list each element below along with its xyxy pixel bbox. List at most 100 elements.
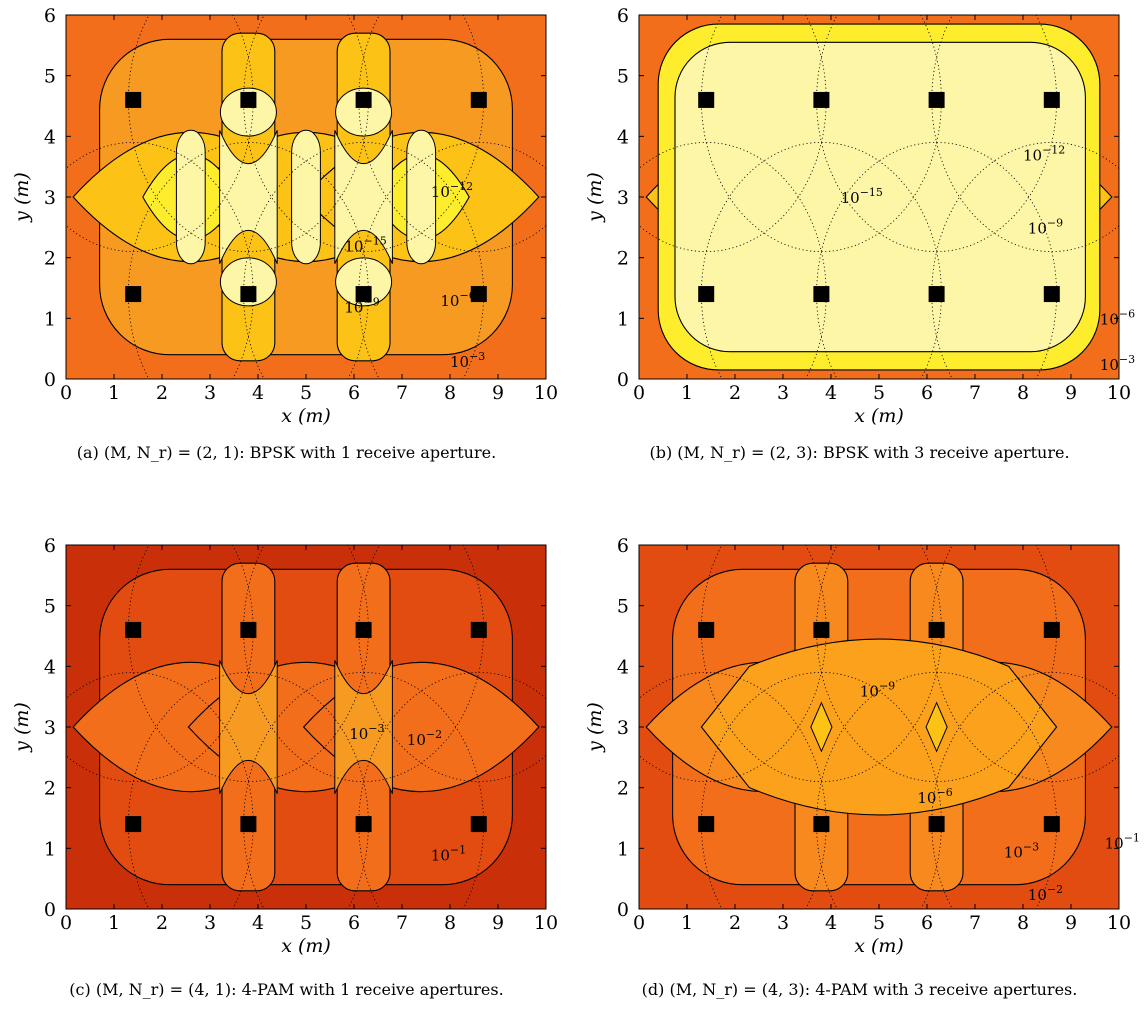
x-tick-label: 7	[969, 912, 981, 934]
contour-label-exponent: −12	[450, 180, 473, 193]
x-tick-label: 6	[921, 382, 933, 404]
y-tick-label: 0	[617, 899, 629, 921]
region-dome	[219, 257, 277, 307]
contour-label-exponent: −2	[426, 728, 442, 741]
x-tick-label: 2	[729, 382, 741, 404]
x-tick-label: 0	[60, 382, 72, 404]
y-tick-label: 6	[44, 5, 56, 27]
contour-label-exponent: −3	[1023, 840, 1039, 853]
x-tick-label: 1	[108, 382, 120, 404]
contour-label: 10−12	[431, 180, 473, 201]
transmitter-marker	[1043, 91, 1060, 108]
x-axis-label: x (m)	[854, 935, 904, 957]
x-tick-label: 9	[492, 382, 504, 404]
contour-label-exponent: −6	[459, 289, 475, 302]
transmitter-marker	[928, 91, 945, 108]
y-tick-label: 2	[617, 248, 629, 270]
region-blob	[291, 129, 321, 265]
transmitter-marker	[470, 621, 487, 638]
contour-label-exponent: −6	[1119, 307, 1135, 320]
caption-c: (c) (M, N_r) = (4, 1): 4-PAM with 1 rece…	[0, 980, 573, 999]
transmitter-marker	[698, 286, 715, 303]
plot-area	[66, 545, 546, 909]
transmitter-marker	[1043, 621, 1060, 638]
contour-label: 10−15	[344, 235, 386, 256]
x-tick-label: 3	[777, 382, 789, 404]
contour-label: 10−12	[1023, 144, 1065, 165]
x-tick-label: 5	[873, 382, 885, 404]
chart-panel-a: 0 1 2 3 4 5 6 7 8 9 10 0 1 2 3 4 5 6 x (m) y (m) 10−12 10−15 1…	[0, 0, 573, 509]
contour-label: 10−2	[1028, 883, 1063, 904]
contour-label: 10−3	[349, 722, 384, 743]
y-tick-label: 0	[44, 369, 56, 391]
transmitter-marker	[125, 816, 142, 833]
x-tick-label: 0	[633, 912, 645, 934]
y-tick-label: 5	[44, 596, 56, 618]
y-tick-label: 1	[617, 308, 629, 330]
x-tick-label: 6	[921, 912, 933, 934]
transmitter-marker	[355, 816, 372, 833]
region-dome	[335, 87, 393, 137]
x-tick-label: 3	[204, 912, 216, 934]
caption-b: (b) (M, N_r) = (2, 3): BPSK with 3 recei…	[573, 443, 1146, 462]
plot-area	[66, 15, 546, 379]
x-tick-label: 9	[1065, 912, 1077, 934]
x-tick-label: 6	[348, 382, 360, 404]
x-tick-label: 2	[156, 382, 168, 404]
region-dome	[219, 87, 277, 137]
transmitter-marker	[355, 621, 372, 638]
x-tick-label: 4	[252, 382, 264, 404]
y-tick-label: 6	[44, 535, 56, 557]
contour-label-base: 10	[917, 789, 936, 807]
y-tick-label: 4	[44, 656, 56, 678]
y-tick-label: 0	[617, 369, 629, 391]
y-tick-label: 6	[617, 535, 629, 557]
region-best	[674, 41, 1086, 353]
y-tick-label: 1	[617, 838, 629, 860]
x-tick-label: 1	[681, 382, 693, 404]
x-tick-label: 1	[108, 912, 120, 934]
transmitter-marker	[928, 621, 945, 638]
x-tick-label: 2	[156, 912, 168, 934]
contour-label: 10−3	[450, 350, 485, 371]
transmitter-marker	[470, 816, 487, 833]
region-diamond	[925, 701, 948, 753]
x-tick-label: 8	[444, 382, 456, 404]
x-tick-label: 7	[969, 382, 981, 404]
transmitter-marker	[125, 621, 142, 638]
contour-label-exponent: −9	[363, 295, 379, 308]
x-tick-label: 1	[681, 912, 693, 934]
transmitter-marker	[698, 91, 715, 108]
contour-label-base: 10	[841, 189, 860, 207]
contour-label-exponent: −3	[1119, 353, 1135, 366]
x-tick-label: 0	[60, 912, 72, 934]
contour-label-base: 10	[1004, 843, 1023, 861]
transmitter-marker	[240, 816, 257, 833]
contour-label: 10−3	[1100, 353, 1135, 374]
y-tick-label: 4	[617, 126, 629, 148]
contour-label-exponent: −9	[879, 680, 895, 693]
contour-label-exponent: −6	[936, 786, 952, 799]
contour-label-exponent: −2	[1047, 883, 1063, 896]
x-tick-label: 3	[777, 912, 789, 934]
contour-label-base: 10	[450, 353, 469, 371]
transmitter-marker	[355, 91, 372, 108]
contour-label: 10−9	[860, 680, 895, 701]
contour-label-exponent: −1	[450, 843, 466, 856]
transmitter-marker	[125, 91, 142, 108]
caption-a: (a) (M, N_r) = (2, 1): BPSK with 1 recei…	[0, 443, 573, 462]
caption-d-text: (d) (M, N_r) = (4, 3): 4-PAM with 3 rece…	[641, 980, 1078, 999]
y-tick-label: 5	[617, 596, 629, 618]
x-tick-label: 10	[1107, 382, 1131, 404]
contour-label-exponent: −3	[368, 722, 384, 735]
region-blob	[406, 129, 437, 265]
contour-label-base: 10	[431, 846, 450, 864]
x-tick-label: 4	[252, 912, 264, 934]
contour-label-base: 10	[344, 238, 363, 256]
x-tick-label: 5	[300, 382, 312, 404]
contour-label-base: 10	[1028, 219, 1047, 237]
y-tick-label: 4	[44, 126, 56, 148]
